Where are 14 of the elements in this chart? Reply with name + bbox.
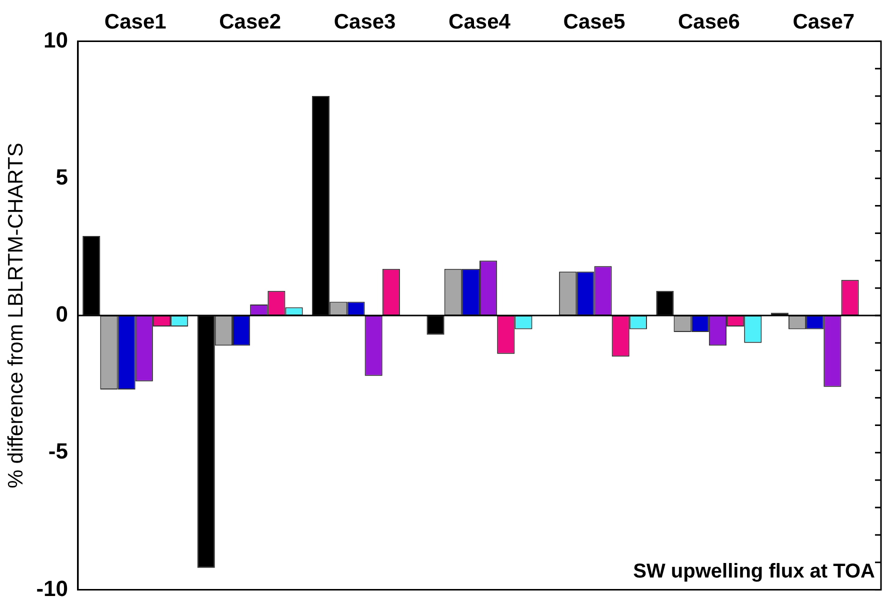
x-tick-label: Case2	[219, 10, 282, 34]
annotation: SW upwelling flux at TOA	[633, 560, 875, 582]
x-tick-label: Case4	[448, 10, 511, 34]
x-tick-label: Case5	[563, 10, 626, 34]
y-axis-title: % difference from LBLRTM-CHARTS	[4, 142, 28, 488]
y-tick-label: 10	[44, 27, 68, 52]
x-tick-label: Case6	[678, 10, 740, 34]
y-tick-label: -10	[36, 576, 68, 601]
y-tick-label: 0	[56, 302, 68, 327]
y-tick-label: -5	[48, 438, 68, 464]
x-tick-label: Case3	[334, 10, 396, 34]
x-tick-label: Case1	[104, 10, 167, 34]
x-tick-label: Case7	[792, 10, 855, 34]
y-tick-label: 5	[56, 164, 68, 190]
